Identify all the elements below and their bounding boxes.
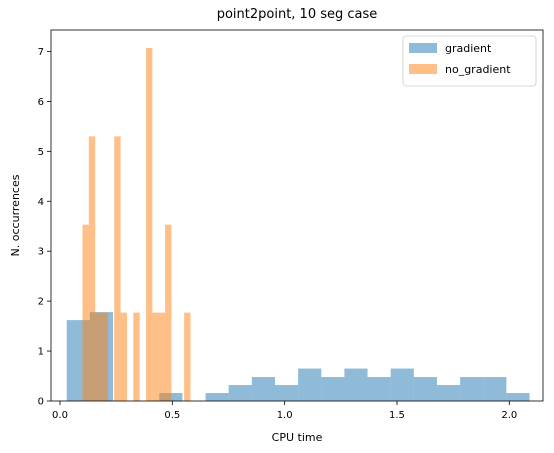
x-tick-label: 1.5 — [389, 410, 405, 421]
bar-gradient-8 — [251, 377, 275, 401]
chart-title: point2point, 10 seg case — [217, 7, 378, 22]
y-tick-label: 7 — [38, 47, 44, 58]
bar-gradient-12 — [344, 368, 368, 401]
bar-gradient-17 — [460, 377, 484, 401]
x-tick-label: 1.0 — [277, 410, 293, 421]
bar-gradient-7 — [228, 385, 252, 401]
bar-gradient-6 — [205, 393, 229, 401]
bar-gradient-9 — [274, 385, 299, 401]
y-axis-ticks: 0 1 2 3 4 5 6 7 — [38, 47, 51, 408]
x-axis-ticks: 0.0 0.5 1.0 1.5 2.0 — [52, 401, 517, 421]
y-axis-label: N. occurrences — [9, 174, 22, 256]
bar-no-gradient-3 — [101, 312, 108, 401]
bar-gradient-14 — [390, 368, 414, 401]
x-tick-label: 0.5 — [164, 410, 180, 421]
legend-swatch-no-gradient — [409, 64, 437, 74]
bar-gradient-13 — [367, 377, 391, 401]
y-tick-label: 3 — [38, 247, 44, 258]
x-tick-label: 2.0 — [501, 410, 517, 421]
legend-swatch-gradient — [409, 43, 437, 53]
bar-no-gradient-11 — [152, 312, 159, 401]
y-tick-label: 5 — [38, 147, 44, 158]
y-tick-label: 4 — [38, 197, 44, 208]
bar-no-gradient-0 — [82, 224, 89, 401]
bar-gradient-19 — [506, 393, 530, 401]
y-tick-label: 2 — [38, 297, 44, 308]
legend-label-no-gradient: no_gradient — [445, 63, 511, 76]
bar-no-gradient-13 — [165, 224, 172, 401]
bar-gradient-18 — [483, 377, 507, 401]
bar-gradient-16 — [436, 385, 461, 401]
bar-gradient-15 — [413, 377, 437, 401]
bar-no-gradient-12 — [158, 312, 166, 401]
bar-no-gradient-2 — [95, 312, 102, 401]
legend-label-gradient: gradient — [445, 42, 492, 55]
bar-no-gradient-5 — [114, 136, 121, 401]
bar-no-gradient-10 — [146, 47, 153, 402]
y-tick-label: 1 — [38, 347, 44, 358]
x-tick-label: 0.0 — [52, 410, 68, 421]
bar-no-gradient-6 — [120, 312, 127, 401]
bar-no-gradient-8 — [133, 312, 140, 401]
bar-no-gradient-16 — [184, 312, 191, 401]
legend: gradient no_gradient — [402, 35, 537, 87]
y-tick-label: 0 — [38, 397, 44, 408]
bar-no-gradient-1 — [88, 136, 96, 401]
plot-frame — [50, 29, 544, 402]
bar-gradient-10 — [298, 368, 322, 401]
x-axis-label: CPU time — [272, 431, 323, 444]
bars-layer — [66, 47, 530, 402]
bar-gradient-11 — [321, 377, 345, 401]
y-tick-label: 6 — [38, 97, 44, 108]
